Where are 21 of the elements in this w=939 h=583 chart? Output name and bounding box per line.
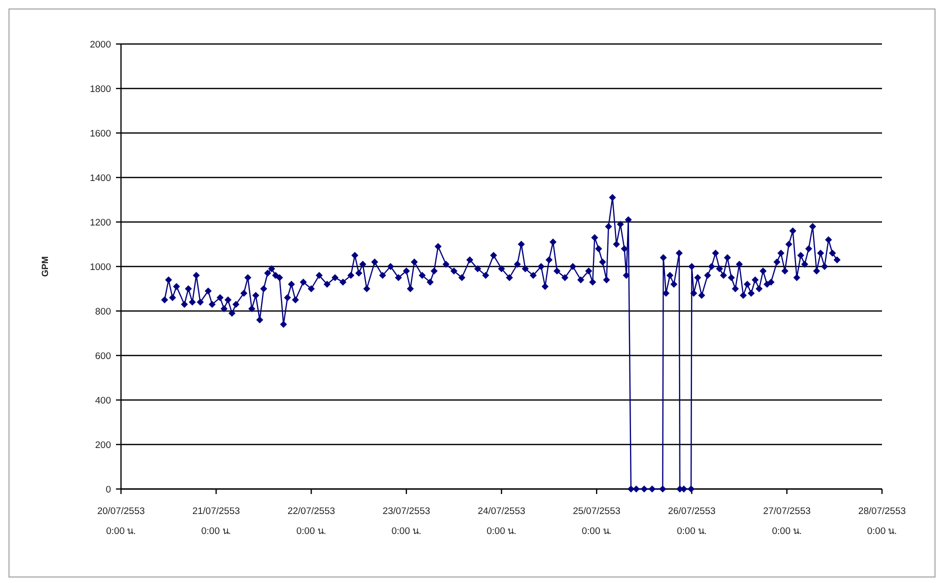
y-tick-label: 1400	[90, 173, 111, 184]
y-tick-label: 200	[95, 440, 111, 451]
x-tick-label: 24/07/2553 0:00 น.	[478, 506, 526, 537]
y-tick-label: 600	[95, 351, 111, 362]
x-tick-label: 20/07/2553 0:00 น.	[97, 506, 145, 537]
y-tick-label: 1800	[90, 84, 111, 95]
x-tick-label: 26/07/2553 0:00 น.	[668, 506, 716, 537]
y-axis-title: GPM	[40, 256, 50, 277]
x-tick-label: 28/07/2553 0:00 น.	[858, 506, 906, 537]
y-tick-label: 1000	[90, 262, 111, 273]
x-tick-label: 23/07/2553 0:00 น.	[382, 506, 430, 537]
y-tick-label: 1600	[90, 128, 111, 140]
y-tick-label: 2000	[90, 40, 111, 50]
x-tick-label: 21/07/2553 0:00 น.	[192, 506, 240, 537]
y-tick-label: 400	[95, 396, 111, 406]
x-tick-label: 22/07/2553 0:00 น.	[287, 506, 336, 537]
y-tick-label: 800	[95, 306, 111, 318]
y-tick-label: 1200	[90, 218, 111, 228]
x-tick-label: 27/07/2553 0:00 น.	[763, 506, 811, 537]
y-tick-label: 0	[106, 484, 111, 496]
x-tick-label: 25/07/2553 0:00 น.	[572, 506, 620, 537]
